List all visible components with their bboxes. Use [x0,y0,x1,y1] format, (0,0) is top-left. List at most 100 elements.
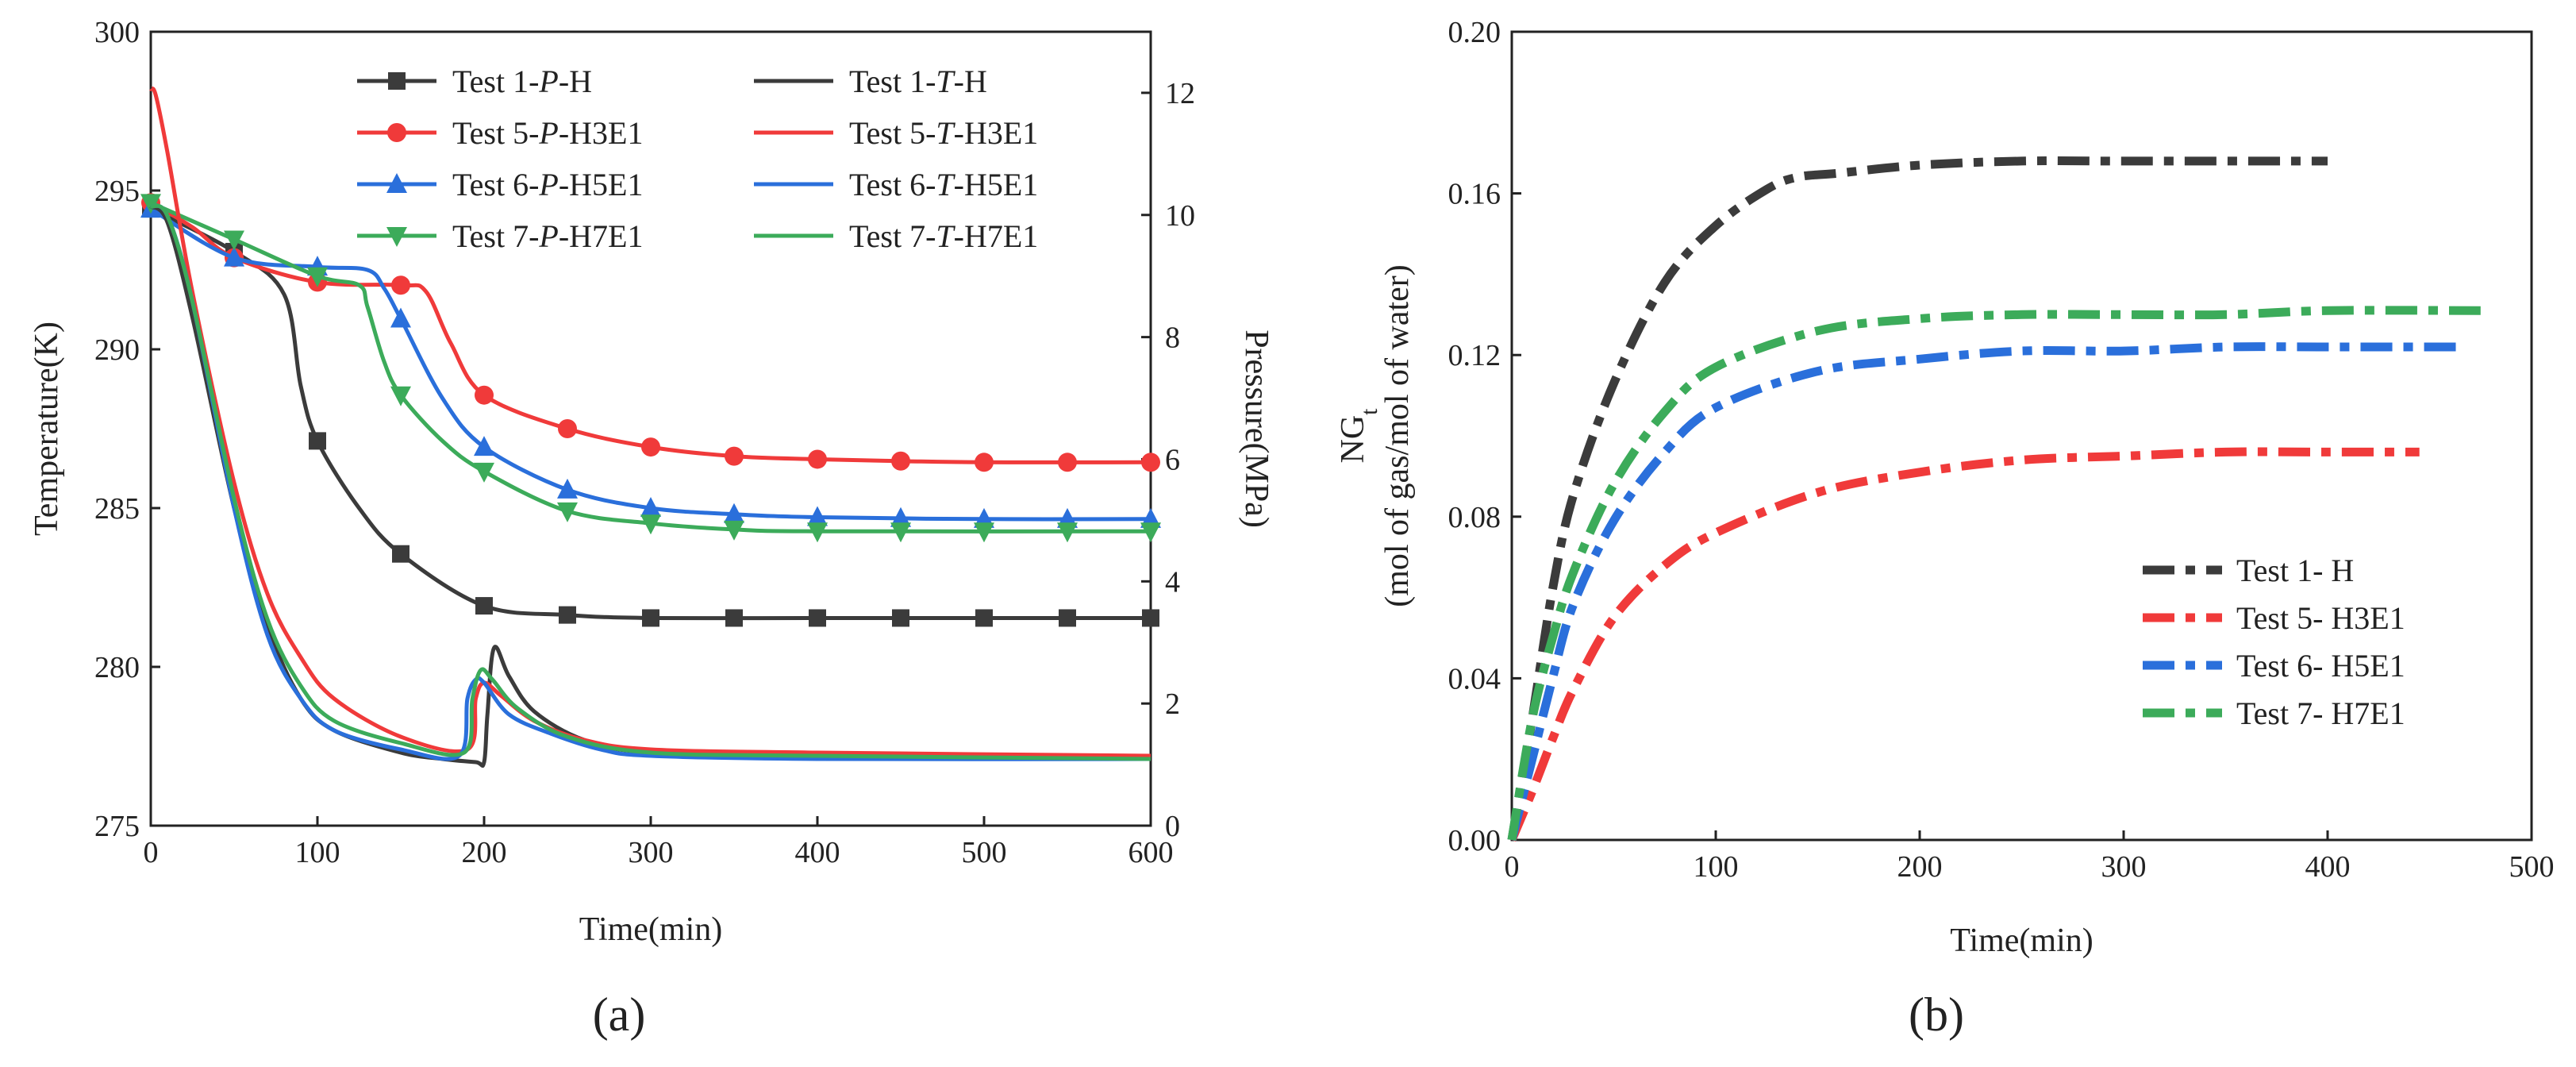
data-point [1140,522,1161,543]
data-point [390,386,411,406]
y-tick-label: 0.16 [1448,178,1501,211]
y-tick-label: 280 [94,651,140,684]
plot-frame [1510,30,2533,842]
data-point [974,522,994,543]
y2-axis-label: Pressure(MPa) [1238,329,1275,528]
data-point [474,436,494,456]
series-line [1507,447,2420,842]
x-axis-label: Time(min) [579,911,722,948]
x-tick-label: 300 [2101,850,2147,884]
legend-label: Test 6-P-H5E1 [452,167,643,202]
legend-label: Test 5-T-H3E1 [849,115,1038,151]
legend-label: Test 5- H3E1 [2236,600,2405,636]
chart-a: 0 100 200 300 400 500 600 275 280 285 290 295 300 0 2 4… [29,16,1275,948]
y2-tick-label: 6 [1165,443,1180,476]
y-axis-label: Temperature(K) [29,322,65,536]
y2-tick-label: 8 [1165,322,1180,355]
legend-marker [387,123,406,142]
data-point [559,606,576,624]
data-point [724,520,744,541]
x-tick-label: 300 [629,836,674,869]
y-axis-label-units: (mol of gas/mol of water) [1379,264,1416,607]
data-point [557,502,578,522]
data-point [640,514,661,535]
panel-b-label: (b) [1909,988,1964,1041]
data-point [391,275,410,295]
data-point [390,307,411,328]
x-tick-label: 400 [2305,850,2351,884]
series-line [1507,342,2461,842]
data-point [809,609,826,627]
panel-a-label: (a) [593,988,646,1041]
y-tick-label: 0.08 [1448,501,1501,534]
legend-label: Test 6- H5E1 [2236,648,2405,684]
x-tick-label: 200 [462,836,507,869]
y-tick-label: 0.12 [1448,339,1501,372]
y-tick-label: 290 [94,333,140,367]
series-line [149,204,1152,768]
data-point [641,437,660,457]
y-tick-label: 0.04 [1448,662,1501,695]
data-point [642,609,659,627]
data-point [725,609,743,627]
legend-label: Test 5-P-H3E1 [452,115,643,151]
y-tick-label: 295 [94,175,140,208]
data-point [140,194,161,214]
data-point [1142,609,1159,627]
x-tick-label: 400 [795,836,840,869]
y2-tick-label: 0 [1165,810,1180,843]
legend-label: Test 1-P-H [452,64,592,99]
series-line [1507,156,2328,841]
data-point [224,230,244,251]
y-tick-label: 0.00 [1448,824,1501,857]
chart-b: 0 100 200 300 400 500 0.00 0.04 0.08 0.12 0.16 0.20… [1335,16,2555,959]
data-point [807,522,828,543]
legend-label: Test 1-T-H [849,64,987,99]
series-line [149,206,1151,621]
data-point [808,449,827,469]
data-point [1058,453,1077,472]
x-tick-label: 500 [2509,850,2555,884]
x-axis-label: Time(min) [1950,923,2093,959]
data-point [1141,453,1160,472]
series-line [149,206,1152,522]
data-point [890,507,911,527]
x-tick-label: 200 [1897,850,1943,884]
legend-label: Test 7-P-H7E1 [452,218,643,254]
data-point [640,497,661,517]
data-point [891,451,910,471]
legend-marker [388,72,406,90]
legend-marker [386,173,407,193]
legend-marker [386,227,407,247]
legend-label: Test 7-T-H7E1 [849,218,1038,254]
data-point [475,597,493,615]
x-tick-label: 100 [1694,850,1739,884]
y-tick-label: 0.20 [1448,16,1501,49]
data-point [557,478,578,499]
data-point [475,385,494,405]
data-point [890,522,911,543]
data-point [474,462,494,483]
y2-tick-label: 4 [1165,565,1180,599]
series-line [148,87,1152,758]
series-line [1507,306,2481,841]
y-tick-label: 285 [94,492,140,526]
legend-label: Test 7- H7E1 [2236,695,2405,731]
series-line [149,203,1152,761]
y2-tick-label: 2 [1165,688,1180,721]
series-line [149,203,1152,761]
data-point [558,419,577,438]
data-point [309,432,326,450]
y-tick-label: 300 [94,16,140,49]
y-axis-label: NGt [1335,408,1382,464]
x-tick-label: 0 [1505,850,1520,884]
data-point [307,267,328,287]
x-tick-label: 500 [962,836,1007,869]
data-point [224,246,244,267]
y2-tick-label: 12 [1165,77,1195,110]
x-tick-label: 100 [295,836,340,869]
y2-tick-label: 10 [1165,199,1195,233]
data-point [725,446,744,466]
x-tick-label: 600 [1128,836,1174,869]
